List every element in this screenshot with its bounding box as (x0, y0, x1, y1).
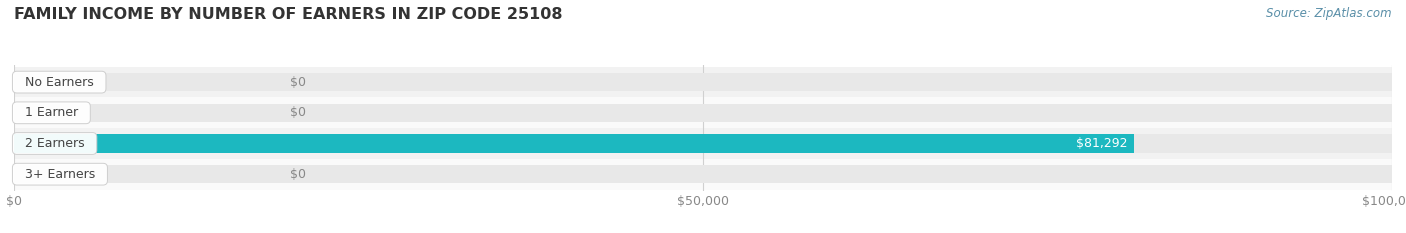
Text: 1 Earner: 1 Earner (17, 106, 86, 119)
Text: 3+ Earners: 3+ Earners (17, 168, 103, 181)
Bar (14, 128, 1392, 159)
Text: $0: $0 (290, 106, 305, 119)
Bar (14, 97, 1392, 128)
Text: $81,292: $81,292 (1076, 137, 1128, 150)
Bar (14, 165, 1392, 183)
Bar (14, 134, 1135, 153)
Bar (14, 67, 1392, 97)
Text: FAMILY INCOME BY NUMBER OF EARNERS IN ZIP CODE 25108: FAMILY INCOME BY NUMBER OF EARNERS IN ZI… (14, 7, 562, 22)
Text: $0: $0 (290, 168, 305, 181)
Bar (14, 104, 1392, 122)
Text: $0: $0 (290, 76, 305, 89)
Text: No Earners: No Earners (17, 76, 101, 89)
Text: Source: ZipAtlas.com: Source: ZipAtlas.com (1267, 7, 1392, 20)
Bar (14, 73, 1392, 91)
Text: 2 Earners: 2 Earners (17, 137, 93, 150)
Bar (14, 134, 1392, 153)
Bar (14, 159, 1392, 189)
